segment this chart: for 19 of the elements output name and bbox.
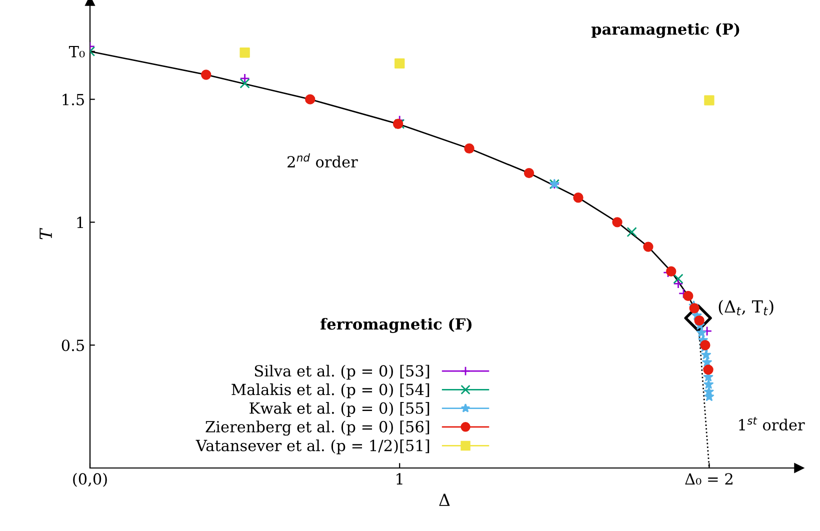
annotation: 2$^{nd}$ order: [288, 153, 358, 168]
legend-label: Zierenberg et al. (p = 0) [56]: [206, 420, 430, 436]
y-tick-label: 1: [77, 216, 83, 228]
annotation: paramagnetic (P): [591, 22, 740, 38]
y-axis-title: T: [40, 228, 52, 240]
x-axis-title: Δ: [439, 494, 450, 506]
annotation: (Δ$_{t}$, T$_{t}$): [718, 300, 774, 316]
x-tick-label: (0,0): [73, 472, 107, 487]
legend-label: Silva et al. (p = 0) [53]: [254, 364, 430, 380]
y-tick-label: T₀: [68, 46, 85, 58]
annotation: 1$^{st}$ order: [739, 416, 805, 431]
annotation: ferromagnetic (F): [320, 318, 472, 333]
x-tick-label: 1: [396, 473, 402, 484]
x-tick-label: Δ₀ = 2: [685, 473, 732, 485]
legend-label: Malakis et al. (p = 0) [54]: [232, 383, 430, 398]
y-tick-label: 0.5: [62, 340, 84, 352]
y-tick-label: 1.5: [62, 94, 84, 106]
legend-label: Kwak et al. (p = 0) [55]: [250, 402, 430, 417]
legend-label: Vatansever et al. (p = 1/2)[51]: [196, 439, 430, 454]
